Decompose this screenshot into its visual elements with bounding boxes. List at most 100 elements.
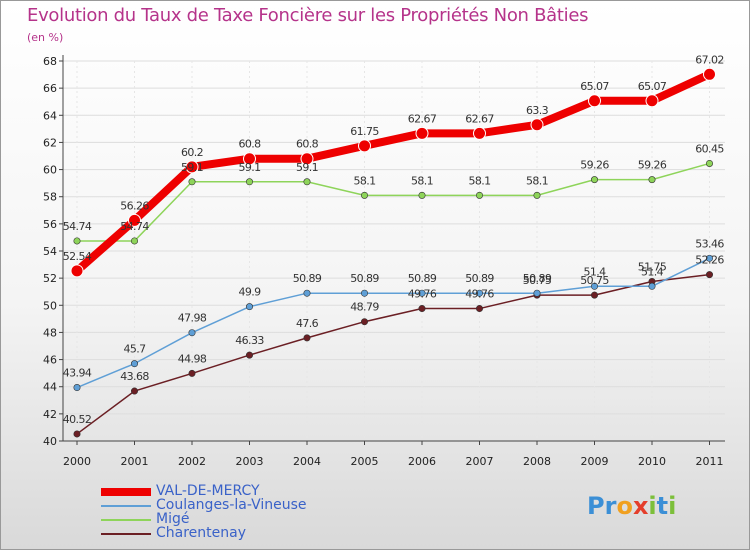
data-label: 50.89	[293, 272, 322, 285]
point-marker	[131, 387, 139, 395]
x-tick-label: 2005	[351, 455, 379, 468]
y-tick-label: 44	[43, 381, 57, 394]
point-marker	[70, 264, 84, 278]
legend-swatch	[101, 505, 151, 507]
legend-label: Migé	[156, 511, 190, 527]
y-tick-label: 42	[43, 408, 57, 421]
point-marker	[188, 329, 196, 337]
point-marker	[473, 126, 486, 140]
point-marker	[588, 94, 601, 108]
data-label: 54.74	[120, 220, 149, 233]
legend-swatch	[101, 488, 151, 496]
y-tick-label: 46	[43, 354, 57, 367]
data-label: 50.75	[580, 274, 609, 287]
data-label: 58.1	[526, 174, 548, 187]
data-label: 62.67	[465, 112, 494, 125]
data-label: 50.75	[523, 274, 552, 287]
logo-letter: i	[648, 492, 657, 520]
point-marker	[360, 289, 368, 297]
y-tick-label: 54	[43, 245, 57, 258]
point-marker	[533, 289, 541, 297]
data-label: 58.1	[468, 174, 490, 187]
data-label: 50.89	[523, 272, 552, 285]
point-marker	[188, 369, 196, 377]
data-label: 47.6	[296, 317, 319, 330]
point-marker	[246, 351, 254, 359]
point-marker	[360, 191, 368, 199]
data-label: 46.33	[235, 334, 264, 347]
point-marker	[73, 430, 81, 438]
y-tick-label: 60	[43, 164, 57, 177]
logo-letter: x	[632, 492, 649, 520]
data-label: 48.79	[350, 301, 379, 314]
data-label: 50.89	[350, 272, 379, 285]
data-label: 47.98	[178, 312, 207, 325]
data-label: 56.26	[120, 199, 149, 212]
data-label: 65.07	[638, 80, 667, 93]
point-marker	[185, 160, 199, 174]
data-label: 60.8	[296, 138, 319, 151]
point-marker	[648, 176, 656, 184]
point-marker	[475, 191, 483, 199]
logo-letter: r	[604, 492, 617, 520]
point-marker	[300, 152, 314, 166]
point-marker	[590, 176, 598, 184]
data-label: 49.76	[465, 288, 494, 301]
point-marker	[590, 282, 598, 290]
point-marker	[475, 289, 483, 297]
data-label: 44.98	[178, 352, 207, 365]
data-label: 51.4	[583, 265, 606, 278]
data-label: 59.26	[638, 159, 667, 172]
point-marker	[418, 305, 426, 313]
series-line-3	[76, 273, 711, 435]
point-marker	[475, 305, 483, 313]
data-label: 67.02	[695, 53, 724, 66]
data-label: 65.07	[580, 80, 609, 93]
data-label: 59.26	[580, 159, 609, 172]
logo-letter: P	[587, 492, 605, 520]
legend-swatch	[101, 533, 151, 535]
proxiti-logo: Proxiti	[587, 492, 676, 520]
data-label: 51.75	[638, 261, 667, 274]
y-tick-label: 64	[43, 109, 57, 122]
x-tick-label: 2007	[466, 455, 494, 468]
point-marker	[418, 191, 426, 199]
x-tick-label: 2011	[696, 455, 724, 468]
point-marker	[418, 289, 426, 297]
data-label: 60.8	[238, 138, 261, 151]
point-marker	[415, 126, 429, 140]
x-tick-label: 2004	[293, 455, 321, 468]
data-label: 52.26	[695, 254, 724, 267]
data-label: 49.9	[238, 286, 261, 299]
y-tick-label: 52	[43, 272, 57, 285]
point-marker	[246, 303, 254, 311]
point-marker	[128, 213, 141, 227]
y-tick-label: 68	[43, 55, 57, 68]
chart-title: Evolution du Taux de Taxe Foncière sur l…	[27, 5, 589, 26]
legend-swatch	[101, 519, 151, 521]
data-label: 58.1	[353, 174, 375, 187]
data-label: 53.46	[695, 237, 724, 250]
data-label: 59.1	[296, 161, 318, 174]
point-marker	[303, 178, 311, 186]
data-label: 52.54	[63, 250, 92, 263]
x-tick-label: 2010	[638, 455, 666, 468]
data-label: 50.89	[408, 272, 437, 285]
data-label: 62.67	[408, 112, 437, 125]
series-line-2	[76, 162, 711, 242]
point-marker	[131, 237, 139, 245]
y-tick-label: 50	[43, 299, 57, 312]
y-tick-label: 66	[43, 82, 57, 95]
point-marker	[530, 118, 544, 132]
data-label: 59.1	[238, 161, 260, 174]
data-label: 50.89	[465, 272, 494, 285]
data-label: 54.74	[63, 220, 92, 233]
data-label: 61.75	[350, 125, 379, 138]
y-tick-label: 40	[43, 435, 57, 448]
data-label: 63.3	[526, 104, 549, 117]
legend-label: Coulanges-la-Vineuse	[156, 497, 307, 513]
data-label: 59.1	[181, 161, 203, 174]
y-tick-label: 48	[43, 326, 57, 339]
x-tick-label: 2001	[121, 455, 149, 468]
